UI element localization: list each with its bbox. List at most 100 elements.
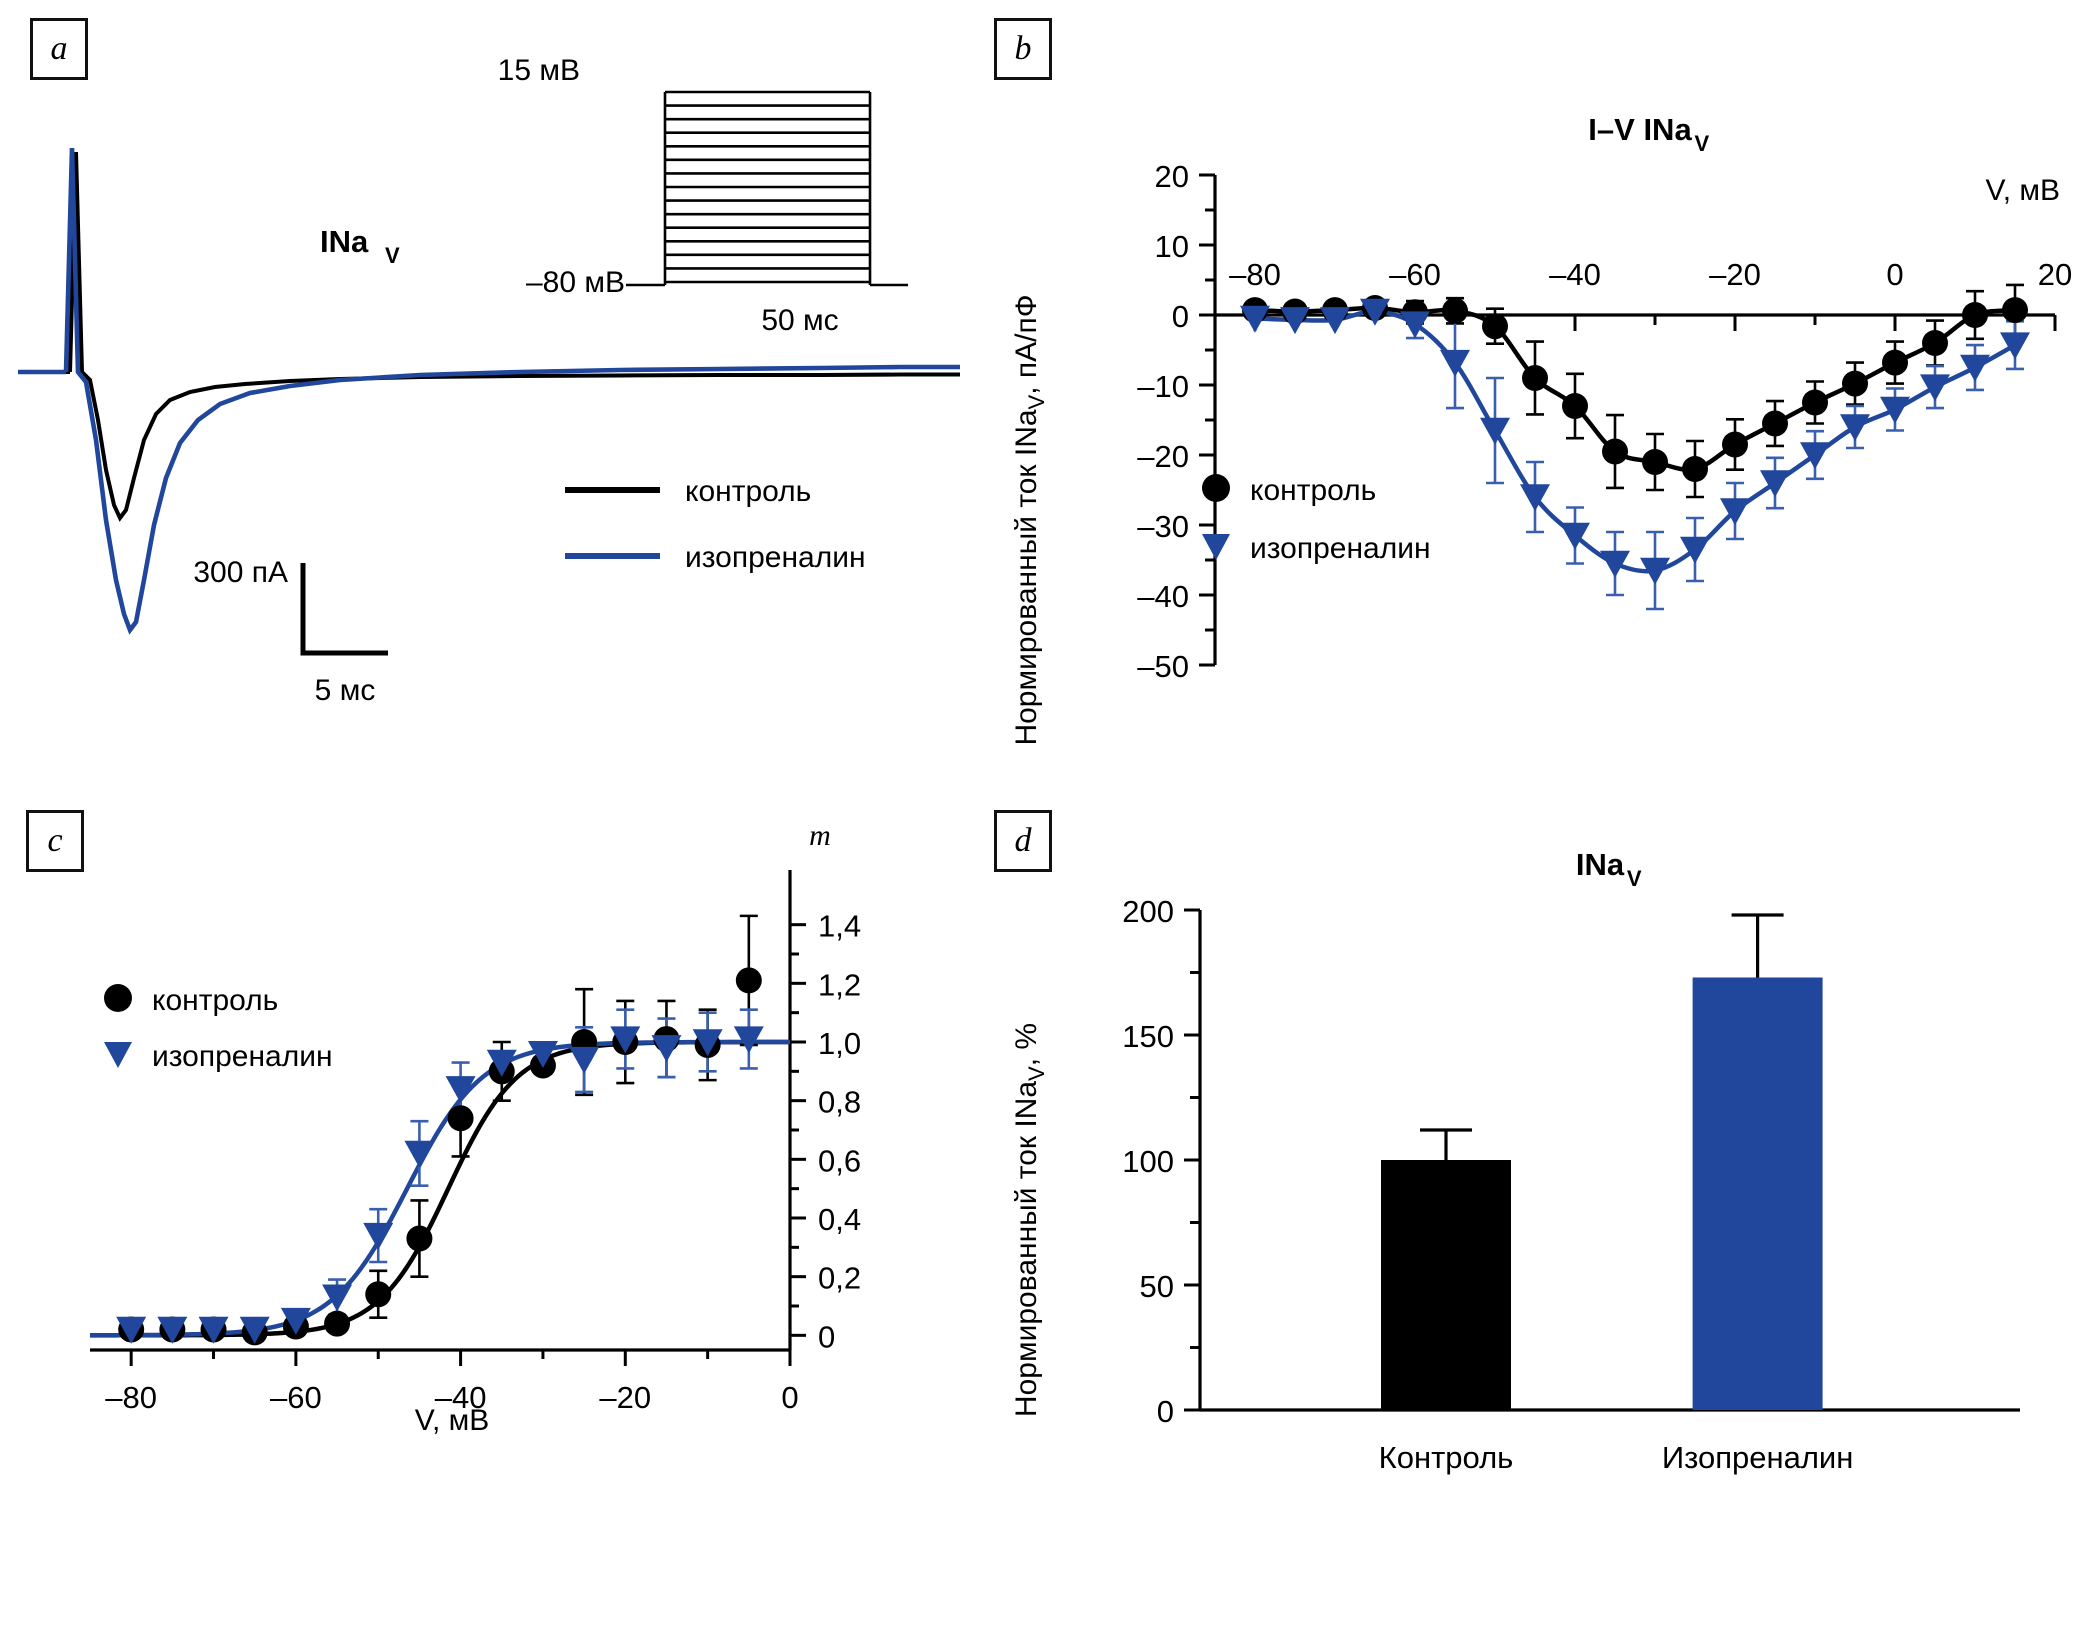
- data-point-isoprenaline: [1760, 470, 1790, 498]
- data-point-isoprenaline: [1920, 374, 1950, 402]
- data-point-isoprenaline: [1840, 414, 1870, 442]
- data-point-isoprenaline: [610, 1026, 641, 1054]
- y-tick-label: 0,2: [818, 1261, 861, 1296]
- panel-c-legend: контроль изопреналин: [104, 984, 333, 1073]
- panel-d-ylabel-group: Нормированный ток INaV, %: [1010, 1023, 1049, 1417]
- protocol-top-label: 15 мВ: [498, 54, 580, 87]
- panel-d-tag: d: [994, 810, 1052, 872]
- panel-b-title: I–V INa: [1588, 112, 1692, 147]
- panel-d-plot: INa V Нормированный ток INaV, % 05010015…: [1010, 847, 2020, 1475]
- legend-marker-isoprenaline: [1202, 534, 1230, 560]
- panel-b-title-group: I–V INa V: [1588, 112, 1709, 156]
- x-tick-label: 20: [2038, 257, 2072, 292]
- scale-time-label: 5 мс: [315, 674, 376, 707]
- protocol-bottom-label: –80 мВ: [526, 266, 625, 299]
- panel-b-axes: 20 10 0 –10 –20 –30 –40 –50 –80 –60 –40 –20 0 20: [1137, 159, 2072, 684]
- panel-d-axes: 0 50 100 150 200: [1122, 894, 2020, 1429]
- data-point-isoprenaline: [1360, 298, 1390, 326]
- y-tick-label: 150: [1122, 1019, 1174, 1054]
- panel-c-ylabel: m: [809, 819, 831, 852]
- panel-d: d INa V Нормированный ток INaV, % 0 50 100…: [994, 790, 2074, 1636]
- y-tick-label: 10: [1155, 229, 1189, 264]
- category-label-isoprenaline: Изопреналин: [1662, 1440, 1854, 1475]
- data-point-control: [1842, 370, 1868, 397]
- series-fit-curve: [89, 1039, 791, 1338]
- panel-a-legend: контроль изопреналин: [565, 475, 866, 574]
- data-point-isoprenaline: [1720, 498, 1750, 526]
- data-point-control: [1522, 365, 1548, 391]
- protocol-time-label: 50 мс: [761, 304, 838, 337]
- panel-b-tag-label: b: [1014, 30, 1032, 67]
- panel-c-data: [89, 914, 791, 1346]
- y-tick-label: 100: [1122, 1144, 1174, 1179]
- y-tick-label: 0: [1157, 1394, 1174, 1429]
- data-point-isoprenaline: [1240, 305, 1270, 333]
- y-tick-label: 1,0: [818, 1026, 861, 1061]
- panel-b-tag: b: [994, 18, 1052, 80]
- panel-d-tag-label: d: [1014, 822, 1032, 859]
- y-tick-label: –10: [1137, 369, 1189, 404]
- panel-c-tag-label: c: [47, 822, 63, 859]
- panel-c-tag: c: [26, 810, 84, 872]
- data-point-isoprenaline: [1560, 522, 1590, 550]
- category-label-control: Контроль: [1379, 1440, 1514, 1475]
- y-tick-label: 1,2: [818, 967, 861, 1002]
- panel-d-ylabel-main: Нормированный ток INa: [1010, 1081, 1043, 1417]
- current-traces: [18, 147, 960, 635]
- panel-b-xlabel: V, мВ: [1985, 174, 2060, 207]
- data-point-isoprenaline: [651, 1035, 682, 1063]
- panel-b-ylabel-main: Нормированный ток INa: [1010, 409, 1043, 745]
- x-tick-label: 0: [781, 1380, 798, 1415]
- data-point-isoprenaline: [569, 1046, 600, 1074]
- x-tick-label: –60: [1389, 257, 1441, 292]
- panel-c-plot: m V, мВ –80 –60 –40 –20 00 0,2 0,4 0,6 0,8 1,0 1,2…: [89, 819, 861, 1437]
- data-point-isoprenaline: [1800, 442, 1830, 470]
- legend-marker-control: [104, 984, 132, 1012]
- data-point-control: [1562, 393, 1588, 419]
- bar-control: [1381, 1160, 1511, 1410]
- data-point-isoprenaline: [280, 1307, 311, 1335]
- data-point-isoprenaline: [486, 1049, 517, 1077]
- data-point-control: [1442, 297, 1468, 324]
- panel-b-ylabel: Нормированный ток INaV, пА/пФ: [1010, 294, 1049, 745]
- data-point-control: [1922, 330, 1948, 356]
- panel-b-title-sub: V: [1694, 131, 1709, 156]
- y-tick-label: 20: [1155, 159, 1189, 194]
- panel-d-title: INa: [1576, 847, 1625, 882]
- data-point-isoprenaline: [1400, 311, 1430, 339]
- bar-isoprenaline: [1692, 977, 1823, 1410]
- panel-b-ylabel-sub: V: [1024, 394, 1049, 409]
- y-tick-label: 0,8: [818, 1085, 861, 1120]
- data-point-isoprenaline: [1320, 307, 1350, 335]
- data-point-control: [1602, 438, 1628, 465]
- data-point-isoprenaline: [1640, 557, 1670, 585]
- data-point-isoprenaline: [1440, 349, 1470, 377]
- data-point-isoprenaline: [692, 1029, 723, 1057]
- x-tick-label: –20: [1709, 257, 1761, 292]
- y-tick-label: –40: [1137, 579, 1189, 614]
- data-point-isoprenaline: [1680, 536, 1710, 564]
- protocol-steps: [665, 90, 870, 284]
- panel-d-ylabel-units: , %: [1010, 1023, 1043, 1066]
- panel-d-title-sub: V: [1627, 866, 1642, 891]
- data-point-control: [1482, 313, 1508, 340]
- data-point-control: [1802, 389, 1828, 416]
- data-point-isoprenaline: [527, 1040, 558, 1068]
- x-tick-label: –60: [270, 1380, 322, 1415]
- y-tick-label: 0: [1172, 299, 1189, 334]
- x-tick-label: –80: [105, 1380, 157, 1415]
- data-point-isoprenaline: [239, 1316, 270, 1344]
- panel-c-xlabel: V, мВ: [415, 1404, 490, 1437]
- data-point-isoprenaline: [1520, 484, 1550, 512]
- y-tick-label: –30: [1137, 509, 1189, 544]
- data-point-isoprenaline: [404, 1140, 435, 1168]
- panel-b-legend: контроль изопреналин: [1202, 474, 1431, 565]
- y-tick-label: 1,4: [818, 909, 861, 944]
- x-tick-label: –80: [1229, 257, 1281, 292]
- legend-label-isoprenaline: изопреналин: [152, 1040, 333, 1073]
- panel-b: b I–V INa V V, мВ Нормированный ток INaV…: [994, 0, 2074, 790]
- data-point-isoprenaline: [157, 1316, 188, 1344]
- legend-marker-isoprenaline: [104, 1042, 132, 1068]
- data-point-isoprenaline: [1600, 550, 1630, 578]
- voltage-protocol-inset: 15 мВ –80 мВ 50 мс: [498, 54, 908, 337]
